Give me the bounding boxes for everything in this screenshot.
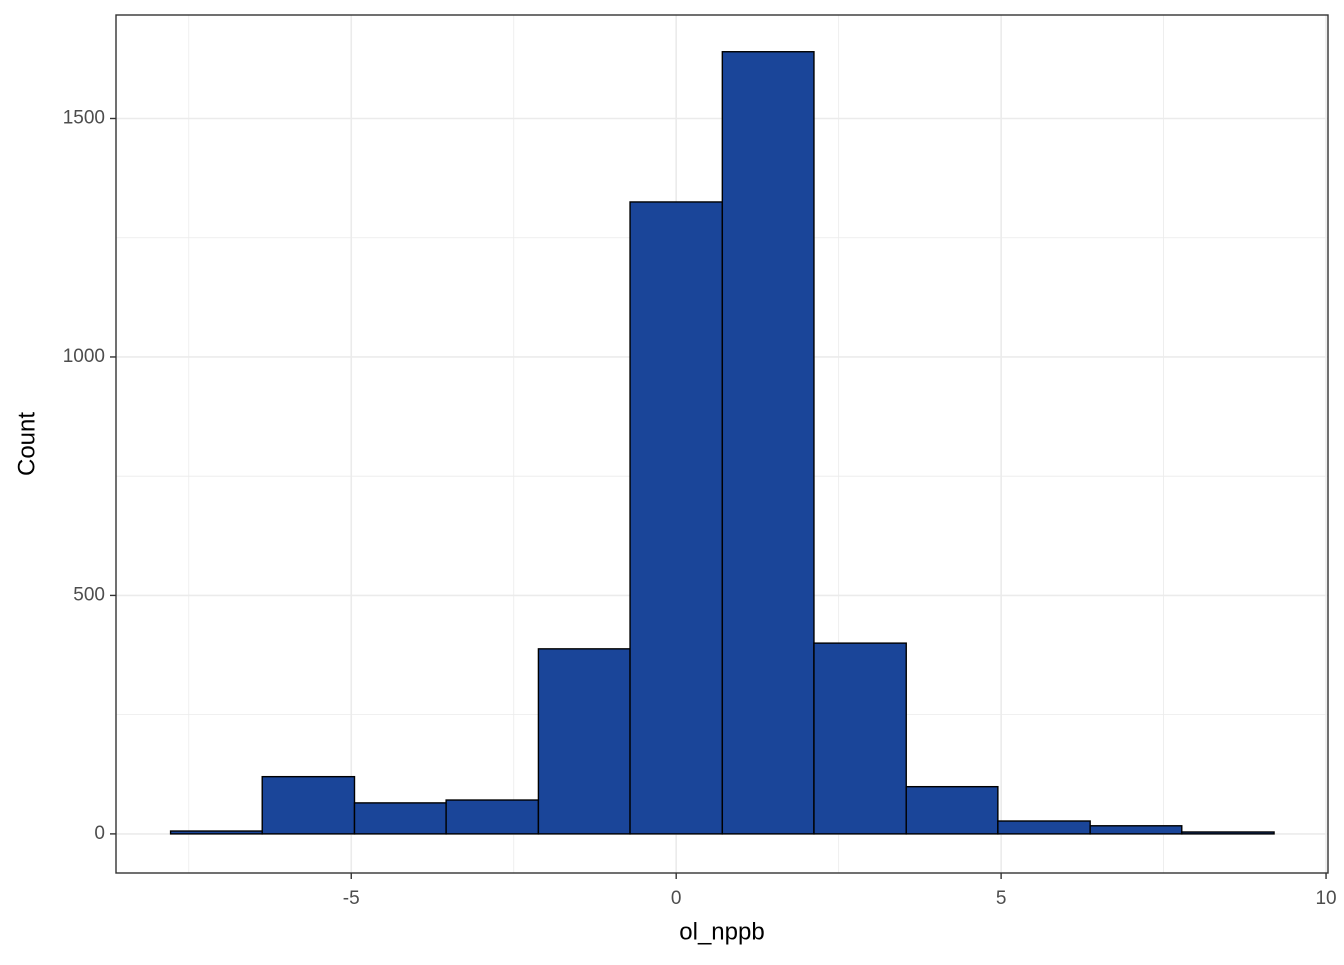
x-tick-label: 0 [671,888,682,909]
bar [1089,825,1183,835]
panel-border [115,14,1329,874]
bar [445,799,540,835]
bar [997,820,1091,835]
y-tick-label: 1500 [63,108,105,129]
x-tick-label: -5 [343,888,360,909]
x-tick-label: 5 [996,888,1007,909]
bar [813,642,907,835]
bar [261,775,356,835]
x-tick-label: 10 [1315,888,1336,909]
y-tick-label: 1000 [63,346,105,367]
y-tick-label: 500 [73,584,105,605]
bar [353,802,447,835]
x-axis-title: ol_nppb [679,918,764,945]
bar [721,51,815,835]
y-tick-label: 0 [94,823,105,844]
bar [169,830,263,835]
bar [1181,831,1275,835]
bar [629,201,724,835]
y-axis-title: Count [13,412,40,476]
bar [537,648,631,835]
bar [905,785,999,835]
